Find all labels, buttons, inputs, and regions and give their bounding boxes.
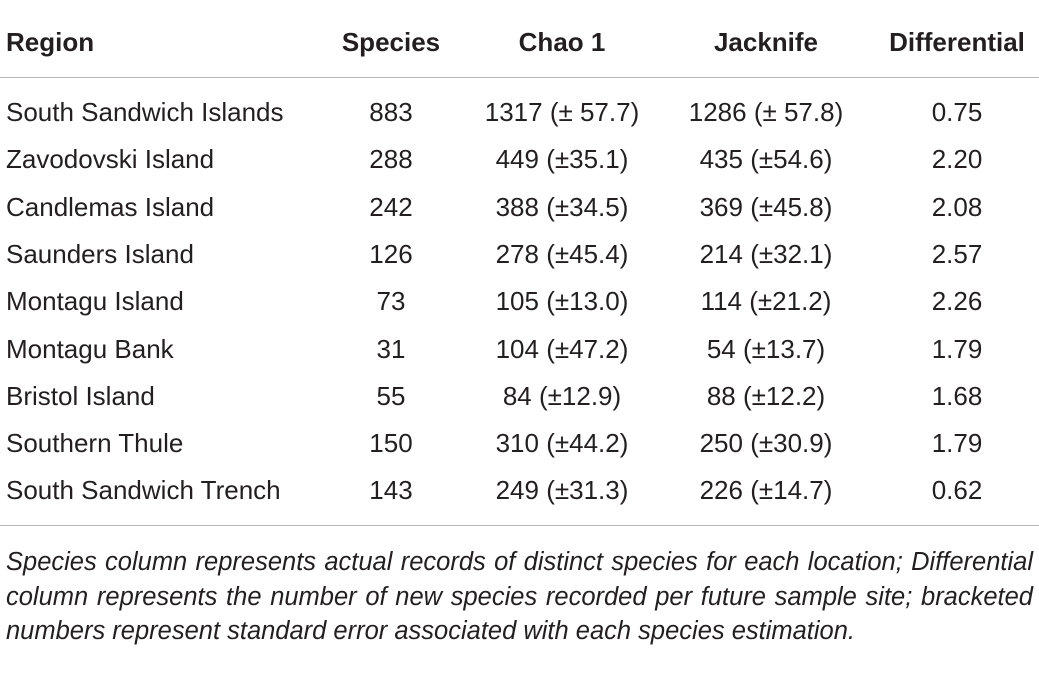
table-cell: 883 bbox=[369, 97, 413, 127]
footnote: Species column represents actual records… bbox=[6, 548, 1033, 645]
table-cell: Southern Thule bbox=[6, 428, 184, 459]
table-cell: 288 bbox=[369, 144, 413, 175]
table-cell: 104 (±47.2) bbox=[495, 333, 629, 364]
table-cell: 1.79 bbox=[931, 428, 983, 459]
table-cell: 310 (±44.2) bbox=[495, 428, 629, 459]
table-cell: 105 (±13.0) bbox=[495, 286, 629, 317]
table-cell: 143 bbox=[369, 475, 413, 506]
table-cell: 1317 (± 57.7) bbox=[484, 97, 640, 127]
table-cell: 1.79 bbox=[931, 333, 983, 364]
header-cell: Chao 1 bbox=[518, 27, 606, 57]
table-cell: 226 (±14.7) bbox=[699, 475, 833, 506]
table-cell: 1.68 bbox=[931, 380, 983, 411]
table-cell: 0.75 bbox=[931, 97, 983, 127]
table-cell: 114 (±21.2) bbox=[700, 286, 832, 317]
table-cell: 2.08 bbox=[931, 191, 983, 222]
table-cell: 249 (±31.3) bbox=[495, 475, 629, 506]
header-cell: Species bbox=[341, 27, 441, 57]
table-cell: 369 (±45.8) bbox=[699, 191, 833, 222]
table-cell: Candlemas Island bbox=[6, 191, 215, 222]
bottom-rule bbox=[0, 525, 1039, 526]
table-cell: Zavodovski Island bbox=[6, 144, 215, 175]
table-cell: 2.57 bbox=[931, 238, 983, 269]
table-cell: 250 (±30.9) bbox=[699, 428, 833, 459]
table-cell: 2.20 bbox=[931, 144, 983, 175]
table-cell: Saunders Island bbox=[6, 238, 194, 269]
table-cell: Montagu Bank bbox=[6, 333, 174, 364]
table-cell: 88 (±12.2) bbox=[706, 380, 826, 411]
table-cell: 449 (±35.1) bbox=[495, 144, 629, 175]
table-cell: 1286 (± 57.8) bbox=[688, 97, 844, 127]
header-cell: Jacknife bbox=[713, 27, 819, 57]
table-cell: South Sandwich Trench bbox=[6, 475, 281, 506]
table-cell: 150 bbox=[369, 428, 413, 459]
table-cell: 55 bbox=[376, 380, 406, 411]
table-cell: 435 (±54.6) bbox=[699, 144, 833, 175]
table-cell: 54 (±13.7) bbox=[706, 333, 826, 364]
table-cell: 388 (±34.5) bbox=[495, 191, 629, 222]
table-cell: Bristol Island bbox=[6, 380, 155, 411]
table-cell: 2.26 bbox=[931, 286, 983, 317]
table-cell: 0.62 bbox=[931, 475, 983, 506]
table-cell: 126 bbox=[369, 238, 413, 269]
header-cell: Region bbox=[6, 27, 95, 57]
table-cell: 73 bbox=[376, 286, 406, 317]
table-cell: Montagu Island bbox=[6, 286, 184, 317]
table-cell: 84 (±12.9) bbox=[502, 380, 622, 411]
header-cell: Differential bbox=[889, 27, 1025, 57]
table-cell: 242 bbox=[369, 191, 413, 222]
table-cell: 278 (±45.4) bbox=[495, 238, 629, 269]
table-cell: 31 bbox=[376, 333, 406, 364]
table-cell: South Sandwich Islands bbox=[6, 97, 284, 127]
table-cell: 214 (±32.1) bbox=[699, 238, 833, 269]
header-rule bbox=[0, 77, 1039, 78]
